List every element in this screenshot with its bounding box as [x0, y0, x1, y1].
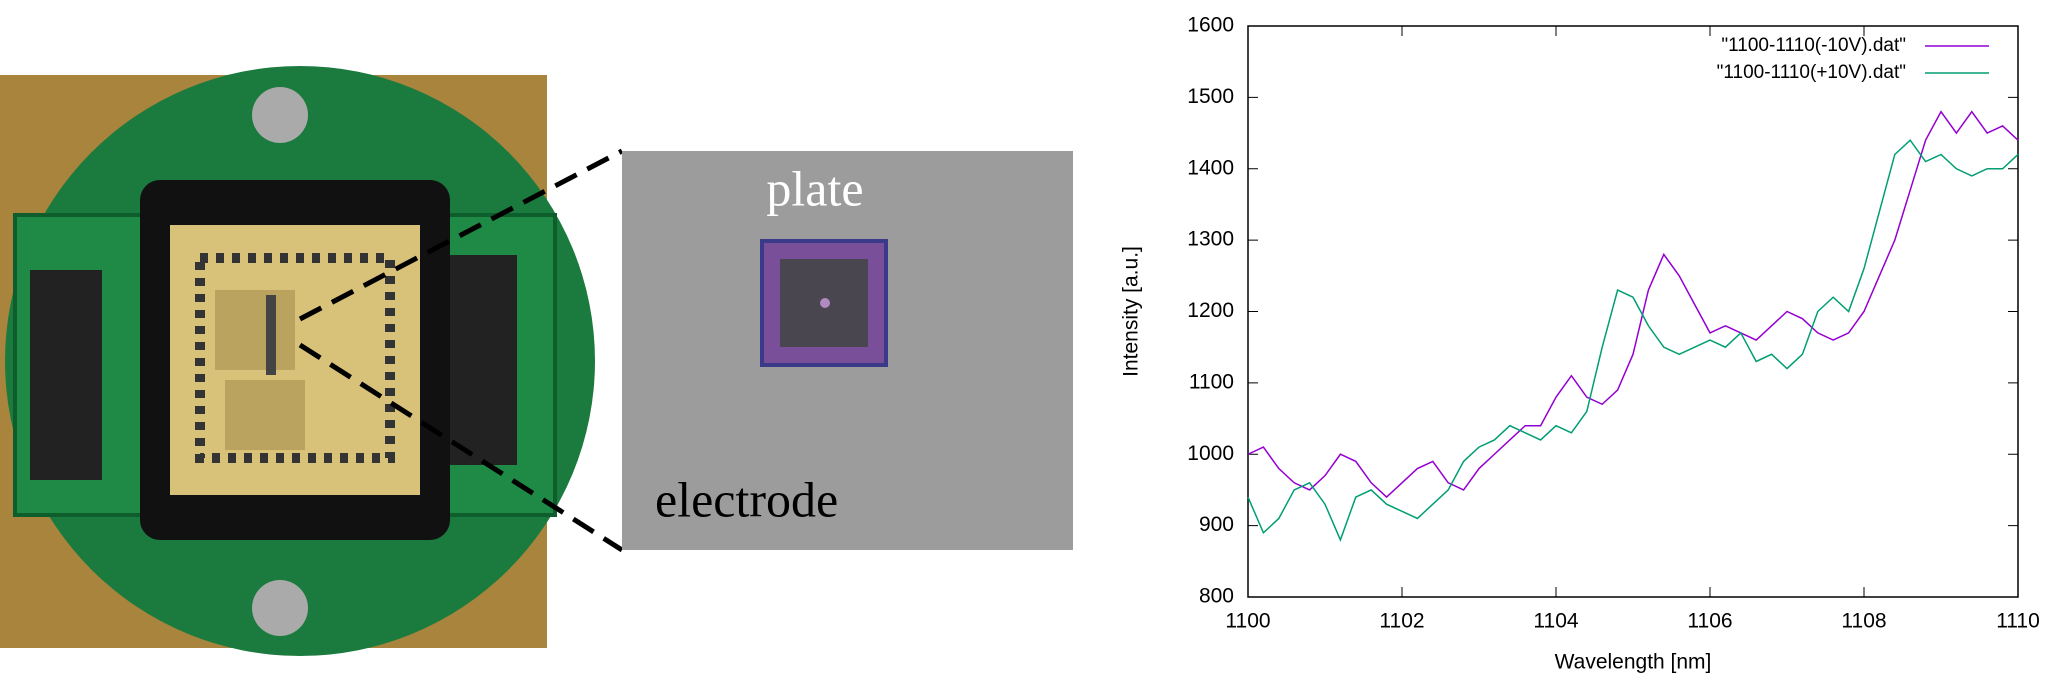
x-tick-label: 1102	[1379, 610, 1424, 633]
legend-label: "1100-1110(+10V).dat"	[1717, 62, 1906, 83]
plate-label: plate	[766, 160, 863, 216]
y-tick-label: 1500	[1187, 85, 1234, 108]
x-tick-label: 1100	[1225, 610, 1270, 633]
y-tick-label: 1200	[1187, 299, 1234, 322]
y-tick-label: 1000	[1187, 442, 1234, 465]
device-photo	[0, 66, 624, 656]
y-tick-label: 800	[1199, 585, 1234, 608]
y-tick-label: 900	[1199, 513, 1234, 536]
y-axis-label: Intensity [a.u.]	[1120, 246, 1143, 377]
y-tick-label: 1400	[1187, 156, 1234, 179]
y-tick-label: 1100	[1189, 370, 1234, 393]
electrode-label: electrode	[655, 471, 838, 527]
x-tick-label: 1108	[1841, 610, 1886, 633]
x-tick-label: 1104	[1533, 610, 1578, 633]
series-line	[1247, 110, 2019, 499]
plot-frame	[1247, 25, 2019, 598]
x-axis-label: Wavelength [nm]	[1555, 651, 1712, 674]
legend-label: "1100-1110(-10V).dat"	[1721, 35, 1906, 56]
x-tick-label: 1106	[1687, 610, 1732, 633]
y-tick-label: 1600	[1187, 14, 1234, 37]
chart: 800 900 1000 1100 1200 1300 1400 1500 1600 1100 11…	[1120, 14, 2040, 674]
y-tick-label: 1300	[1187, 228, 1234, 251]
micrograph: plate electrode	[622, 151, 1073, 550]
x-tick-label: 1110	[1996, 610, 2040, 633]
series-line	[1247, 139, 2019, 542]
